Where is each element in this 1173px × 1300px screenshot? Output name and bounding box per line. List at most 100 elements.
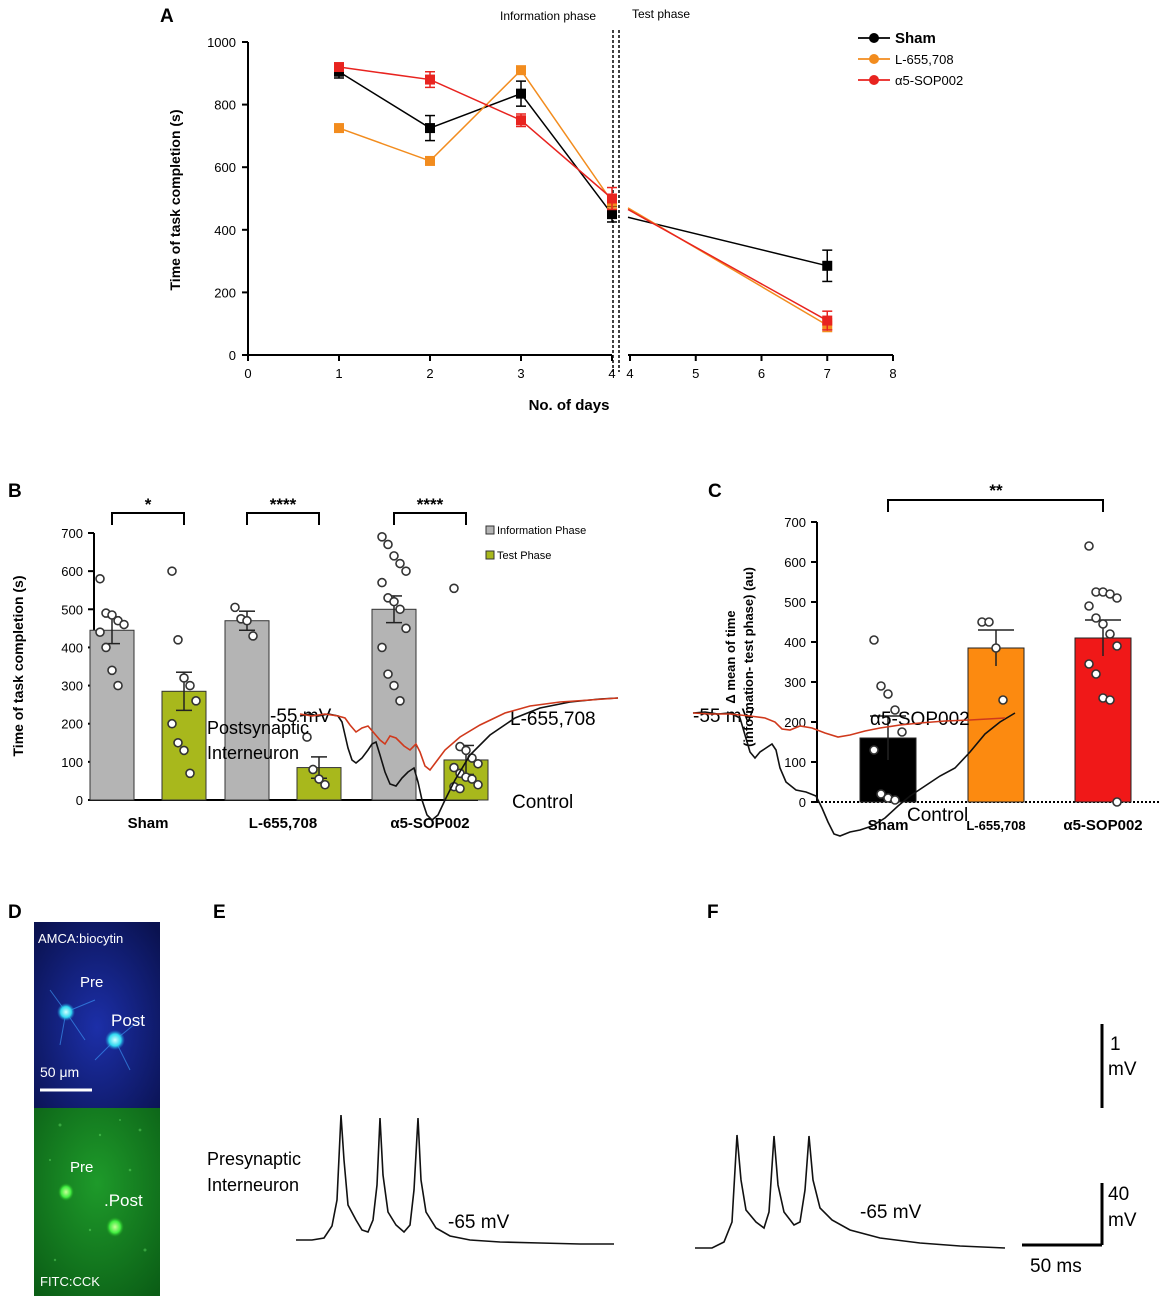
a-data-point	[822, 260, 833, 271]
scale-1mv-unit: mV	[1108, 1059, 1137, 1080]
f-vm-top: -55 mV	[693, 706, 755, 727]
micro-pre-label: Pre	[80, 974, 103, 991]
a-y-tick-label: 400	[214, 223, 236, 238]
b-y-tick-label: 0	[76, 793, 83, 808]
c-data-point	[1091, 613, 1101, 623]
b-significance-label: *	[145, 495, 152, 514]
b-category-label: Sham	[128, 815, 169, 832]
panel-b-bar-chart: B 0 100 200 300 400 500 600 700 * Sham **** L-655,…	[8, 481, 586, 832]
b-y-tick-label: 300	[61, 679, 83, 694]
c-data-point	[869, 745, 879, 755]
b-category-label: α5-SOP002	[390, 815, 469, 832]
a-x-tick-label: 2	[426, 366, 433, 381]
a-y-tick-label: 1000	[207, 35, 236, 50]
b-bar	[371, 608, 417, 801]
c-data-point	[1105, 589, 1115, 599]
micro-bottom-label: FITC:CCK	[40, 1274, 100, 1289]
b-data-point	[395, 558, 405, 569]
a-series-line-info	[338, 66, 613, 200]
a-legend-label: Sham	[895, 30, 936, 47]
panel-label-e: E	[213, 902, 226, 923]
pre-neuron-soma-green	[58, 1183, 74, 1201]
a-data-point	[607, 193, 617, 204]
micro-post-label-bottom: .Post	[104, 1191, 143, 1210]
c-data-point	[984, 617, 994, 627]
pre-neuron-soma-blue	[57, 1003, 75, 1021]
b-significance-bracket	[111, 512, 185, 525]
c-data-point	[1084, 601, 1094, 611]
c-y-axis-label-line1: Δ mean of time	[723, 610, 738, 703]
b-data-point	[389, 551, 399, 561]
b-data-point	[449, 762, 459, 773]
b-data-point	[107, 665, 117, 676]
e-pre-label-1: Presynaptic	[207, 1149, 301, 1169]
b-y-tick-label: 100	[61, 755, 83, 770]
a-y-tick-label: 800	[214, 98, 236, 113]
b-data-point	[389, 596, 399, 607]
b-data-point	[113, 680, 123, 691]
micro-top-label: AMCA:biocytin	[38, 931, 123, 946]
a-legend-label: α5-SOP002	[895, 73, 963, 88]
c-y-tick-label: 600	[784, 555, 806, 570]
b-data-point	[449, 583, 459, 594]
panel-label-b: B	[8, 481, 22, 502]
b-data-point	[179, 673, 189, 683]
a-y-tick-label: 600	[214, 160, 236, 175]
a-legend-marker	[869, 33, 879, 43]
b-data-point	[473, 758, 483, 769]
panel-f-traces: F -55 mV α5-SOP002 Control -65 mV 1 mV 4…	[692, 706, 1137, 1277]
b-data-point	[119, 619, 129, 630]
e-post-label-2: Interneuron	[207, 743, 299, 763]
panel-label-f: F	[707, 902, 719, 923]
a-data-point	[607, 209, 617, 220]
panel-a-line-chart: A Information phase Test phase 020040060…	[160, 6, 963, 414]
e-control-label: Control	[512, 792, 573, 813]
a-data-point	[425, 155, 435, 166]
b-data-point	[467, 774, 477, 784]
c-category-label: L-655,708	[966, 818, 1025, 833]
c-data-point	[1105, 695, 1115, 705]
a-x-tick-label: 4	[626, 366, 633, 381]
post-neuron-soma-green	[106, 1217, 124, 1237]
b-data-point	[302, 732, 312, 742]
b-data-point	[401, 623, 411, 634]
b-bar	[89, 629, 135, 801]
c-y-tick-label: 500	[784, 595, 806, 610]
f-control-label: Control	[907, 805, 968, 826]
a-data-point	[334, 123, 344, 134]
c-data-point	[1084, 541, 1094, 551]
b-data-point	[320, 779, 330, 790]
a-data-point	[516, 88, 526, 99]
a-x-tick-label: 7	[824, 366, 831, 381]
e-control-trace	[299, 697, 619, 822]
c-y-tick-label: 100	[784, 755, 806, 770]
a-legend-label: L-655,708	[895, 52, 954, 67]
scale-40mv-unit: mV	[1108, 1210, 1137, 1231]
c-data-point	[998, 695, 1008, 705]
e-drug-label: L-655,708	[510, 709, 596, 730]
c-data-point	[876, 789, 886, 799]
scale-1mv-value: 1	[1110, 1034, 1121, 1055]
b-data-point	[377, 532, 387, 542]
b-data-point	[455, 783, 465, 794]
b-y-tick-label: 700	[61, 526, 83, 541]
b-data-point	[167, 718, 177, 729]
a-x-tick-label: 6	[758, 366, 765, 381]
a-series-line-info	[338, 69, 613, 203]
c-significance-label: **	[989, 481, 1003, 500]
f-drug-trace	[692, 712, 1006, 738]
c-data-point	[1091, 669, 1101, 679]
a-y-tick-label: 200	[214, 285, 236, 300]
b-data-point	[383, 669, 393, 679]
e-pre-label-2: Interneuron	[207, 1175, 299, 1195]
c-data-point	[897, 727, 907, 737]
b-significance-label: ****	[270, 495, 297, 514]
b-data-point	[395, 696, 405, 706]
b-data-point	[395, 604, 405, 615]
c-significance-bracket	[887, 499, 1104, 512]
micro-pre-label-bottom: Pre	[70, 1159, 93, 1176]
panel-label-a: A	[160, 6, 174, 27]
f-control-trace	[692, 711, 1016, 837]
a-x-tick-label: 5	[692, 366, 699, 381]
